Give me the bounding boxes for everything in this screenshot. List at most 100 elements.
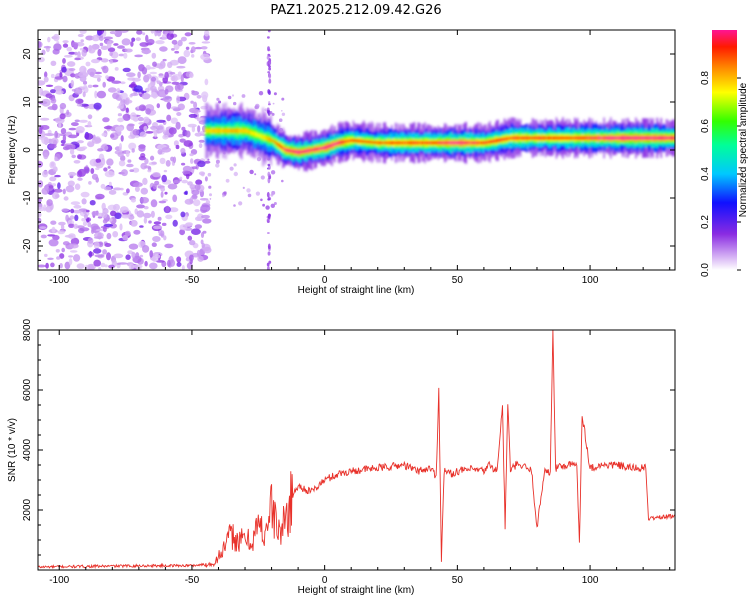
ridge-cell <box>649 136 652 140</box>
noise-blob <box>181 265 185 270</box>
ridge-cell <box>259 134 262 138</box>
noise-blob <box>75 126 85 134</box>
noise-blob <box>47 257 54 260</box>
noise-blob <box>151 52 157 59</box>
ridge-cell <box>625 136 628 140</box>
noise-blob <box>190 46 196 53</box>
noise-blob <box>189 72 194 79</box>
ridge-cell <box>414 141 417 145</box>
noise-blob <box>128 263 135 270</box>
ridge-cell <box>667 136 669 140</box>
ridge-cell <box>353 139 356 143</box>
noise-blob <box>121 169 128 177</box>
noise-blob <box>152 183 157 190</box>
noise-blob <box>121 214 131 219</box>
colorbar-axes: 0.0 0.2 0.4 0.6 0.8 <box>700 71 741 277</box>
ridge-cell <box>421 141 424 145</box>
ridge-cell <box>517 136 519 140</box>
noise-blob <box>166 102 172 110</box>
noise-blob <box>165 160 171 167</box>
noise-blob <box>98 36 104 41</box>
noise-blob <box>111 80 122 84</box>
ridge-cell <box>661 136 664 140</box>
noise-blob <box>149 262 158 270</box>
noise-blob <box>156 103 160 109</box>
ridge-cell <box>579 136 581 140</box>
ridge-cell <box>503 137 506 141</box>
scatter-blob <box>254 103 260 109</box>
noise-blob <box>95 193 105 200</box>
noise-blob <box>123 52 128 59</box>
y-tick-label: -10 <box>22 190 33 205</box>
x-tick-label: -100 <box>49 575 69 586</box>
noise-blob <box>200 206 208 211</box>
ridge-cell <box>591 136 593 140</box>
noise-blob <box>58 221 66 226</box>
noise-blob <box>134 54 144 58</box>
colorbar-label: Normalized spectral amplitude <box>738 82 749 217</box>
ridge-cell <box>219 129 222 133</box>
noise-blob <box>188 42 196 45</box>
ridge-cell <box>560 136 563 140</box>
colorbar-tick-label: 0.6 <box>700 119 711 133</box>
noise-blob <box>167 30 174 34</box>
noise-blob <box>107 87 117 93</box>
ridge-cell <box>462 141 465 145</box>
ridge-cell <box>449 141 451 145</box>
noise-blob <box>204 30 210 37</box>
noise-blob <box>201 242 205 249</box>
ridge-cell <box>497 138 499 143</box>
ridge-cell <box>302 150 304 154</box>
ridge-cell <box>505 137 507 141</box>
noise-blob <box>71 42 79 47</box>
scatter-blob <box>227 95 232 100</box>
noise-blob <box>112 187 122 191</box>
noise-blob <box>118 160 126 167</box>
ridge-cell <box>295 150 298 154</box>
noise-blob <box>62 75 68 83</box>
ridge-cell <box>448 141 450 144</box>
ridge-cell <box>432 141 434 145</box>
noise-blob <box>81 198 87 205</box>
noise-blob <box>164 71 169 80</box>
ridge-cell <box>349 139 352 142</box>
ridge-cell <box>568 136 571 140</box>
noise-blob <box>161 174 167 183</box>
noise-blob <box>38 41 42 48</box>
ridge-cell <box>570 136 572 140</box>
noise-blob <box>52 234 60 241</box>
noise-blob <box>135 252 140 259</box>
noise-blob <box>106 252 111 261</box>
noise-blob <box>144 49 149 55</box>
ridge-cell <box>230 129 232 133</box>
scatter-blob <box>249 169 254 175</box>
noise-blob <box>200 53 211 61</box>
noise-blob <box>99 42 104 47</box>
noise-blob <box>175 144 180 150</box>
ridge-cell <box>498 138 501 142</box>
noise-blob <box>143 206 149 210</box>
noise-blob <box>124 48 133 53</box>
noise-blob <box>100 262 106 268</box>
streak-blob <box>267 265 270 270</box>
ridge-cell <box>383 141 385 144</box>
ridge-cell <box>621 136 624 140</box>
noise-blob <box>49 161 56 169</box>
noise-blob <box>176 262 182 267</box>
noise-blob <box>57 230 65 235</box>
ridge-cell <box>389 141 392 145</box>
noise-blob <box>179 229 186 236</box>
noise-blob <box>194 209 200 213</box>
noise-blob <box>104 264 108 268</box>
noise-blob <box>143 217 148 224</box>
noise-blob <box>129 112 137 121</box>
noise-blob <box>126 72 136 77</box>
ridge-cell <box>519 136 522 140</box>
scatter-blob <box>231 94 235 97</box>
noise-blob <box>66 109 70 116</box>
noise-blob <box>119 81 126 85</box>
noise-blob <box>117 45 125 49</box>
ridge-cell <box>260 134 263 139</box>
ridge-cell <box>424 141 426 145</box>
ridge-cell <box>337 141 340 145</box>
